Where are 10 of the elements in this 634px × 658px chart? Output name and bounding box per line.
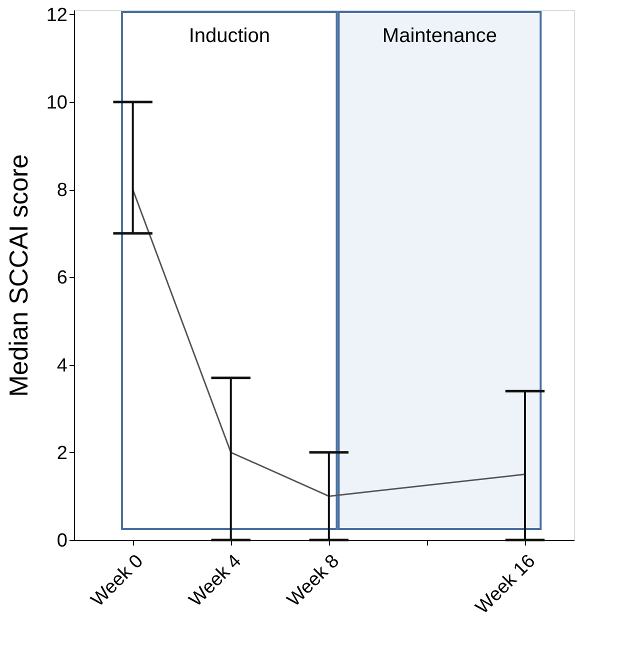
band-label: Induction bbox=[188, 25, 270, 47]
y-axis-title: Median SCCAI score bbox=[3, 154, 34, 397]
y-tick-label: 6 bbox=[56, 268, 68, 289]
y-tick-label: 8 bbox=[56, 180, 68, 202]
y-tick-label: 0 bbox=[56, 530, 68, 552]
y-tick-label: 12 bbox=[46, 4, 68, 26]
y-tick-label: 4 bbox=[56, 355, 68, 376]
y-tick-label: 10 bbox=[46, 92, 68, 114]
band-label: Maintenance bbox=[382, 25, 497, 47]
y-tick-label: 2 bbox=[56, 442, 68, 464]
